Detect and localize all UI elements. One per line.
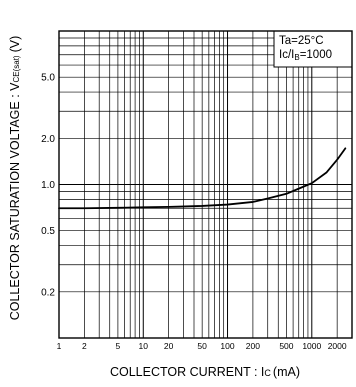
y-axis-title-sub: CE(sat) (12, 55, 21, 82)
x-tick-label: 100 (220, 341, 234, 351)
grid-lines (59, 31, 352, 338)
annotation-line: Ic/IB=1000 (279, 49, 332, 62)
y-axis-title-unit: (V) (8, 36, 22, 53)
series-line (58, 147, 347, 210)
x-tick-label: 200 (246, 341, 260, 351)
annotation-subscript: B (294, 53, 299, 62)
series-layer (58, 147, 347, 210)
annotation-background (273, 30, 353, 68)
x-axis-title-main: COLLECTOR CURRENT : I (110, 365, 264, 379)
x-tick-label: 500 (279, 341, 293, 351)
y-axis-title: COLLECTOR SATURATION VOLTAGE : VCE(sat) (… (8, 36, 22, 321)
x-axis-title-unit: (mA) (273, 365, 300, 379)
x-tick-label: 1000 (302, 341, 321, 351)
x-tick-label: 20 (164, 341, 174, 351)
x-tick-label: 10 (139, 341, 149, 351)
y-axis-title-main: COLLECTOR SATURATION VOLTAGE : V (8, 82, 22, 320)
y-tick-label: 0.5 (41, 226, 55, 237)
x-tick-label: 2000 (328, 341, 347, 351)
x-tick-label: 2 (82, 341, 87, 351)
x-axis-title-sub: C (264, 368, 271, 378)
y-tick-label: 5.0 (41, 73, 55, 84)
x-tick-label: 50 (197, 341, 207, 351)
annotation-text: Ta=25°C (279, 35, 324, 47)
tick-labels: 1 2 5 10 20 50 100 200 500 1000 2000 0.2 0.5 1.0 2.0 5.… (41, 73, 347, 351)
x-tick-label: 1 (57, 341, 62, 351)
x-tick-label: 5 (116, 341, 121, 351)
annotation-box: Ta=25°C Ic/IB=1000 (273, 30, 353, 68)
plot-frame (58, 30, 353, 339)
annotation-text: Ic/I (279, 49, 294, 61)
x-axis-title: COLLECTOR CURRENT : IC (mA) (110, 365, 300, 379)
y-tick-label: 2.0 (41, 134, 55, 145)
y-tick-label: 0.2 (41, 287, 55, 298)
y-tick-label: 1.0 (41, 180, 55, 191)
annotation-text: =1000 (300, 49, 332, 61)
annotation-line: Ta=25°C (279, 35, 324, 47)
